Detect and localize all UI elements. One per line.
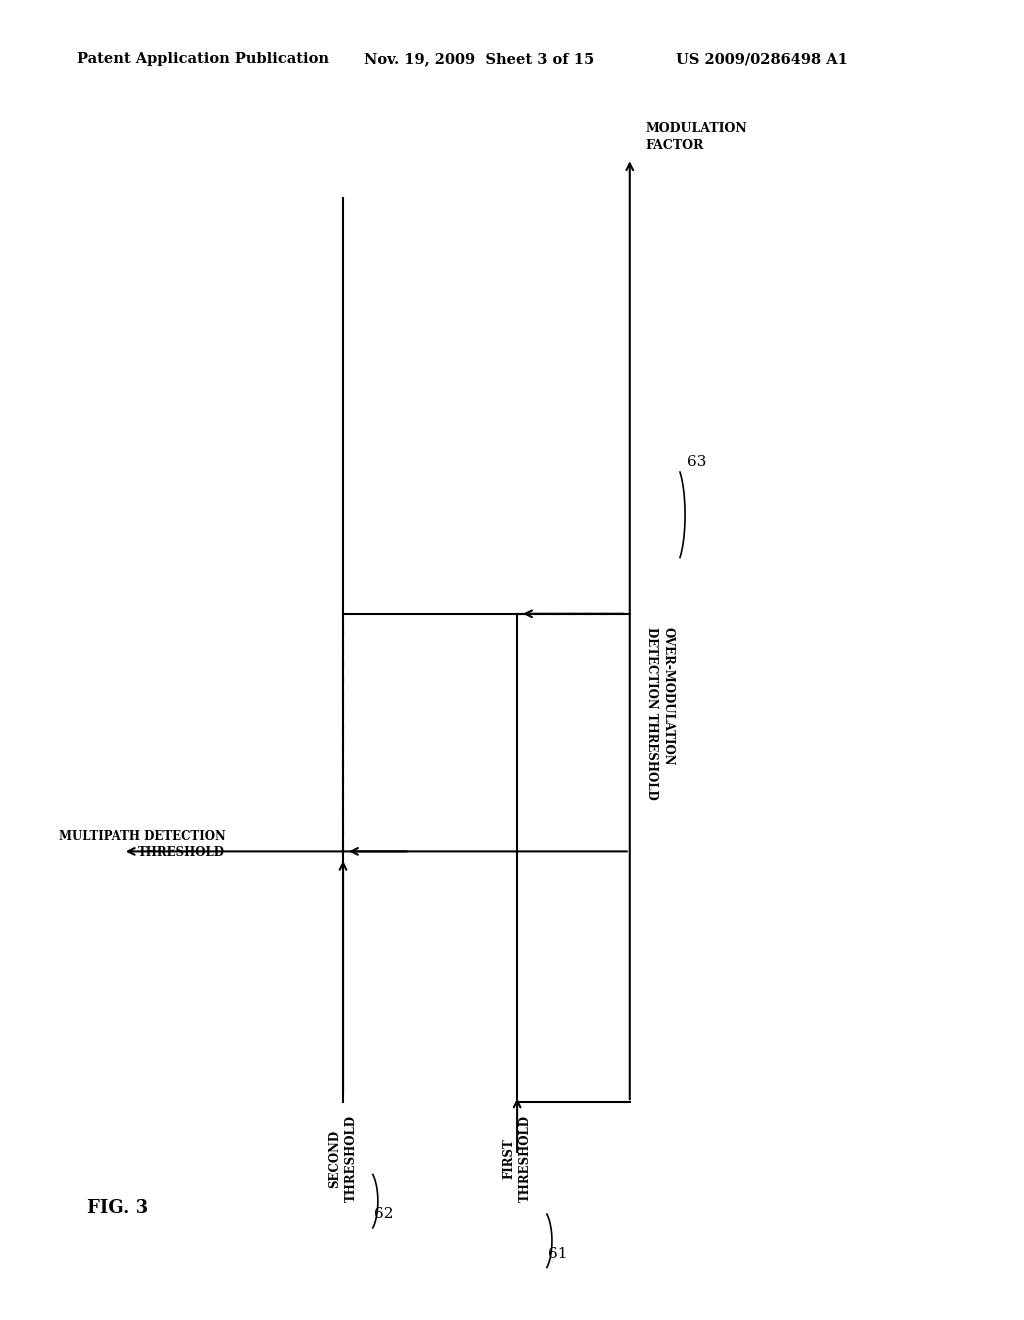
Text: Patent Application Publication: Patent Application Publication — [77, 53, 329, 66]
Text: MODULATION
FACTOR: MODULATION FACTOR — [645, 121, 746, 152]
Text: OVER-MODULATION
DETECTION THRESHOLD: OVER-MODULATION DETECTION THRESHOLD — [645, 627, 674, 800]
Text: FIRST
THRESHOLD: FIRST THRESHOLD — [503, 1115, 531, 1203]
Text: FIG. 3: FIG. 3 — [87, 1199, 148, 1217]
Text: 63: 63 — [687, 455, 706, 469]
Text: US 2009/0286498 A1: US 2009/0286498 A1 — [676, 53, 848, 66]
Text: SECOND
THRESHOLD: SECOND THRESHOLD — [329, 1115, 357, 1203]
Text: 61: 61 — [548, 1247, 567, 1261]
Text: Nov. 19, 2009  Sheet 3 of 15: Nov. 19, 2009 Sheet 3 of 15 — [364, 53, 594, 66]
Text: 62: 62 — [374, 1208, 393, 1221]
Text: MULTIPATH DETECTION
THRESHOLD: MULTIPATH DETECTION THRESHOLD — [58, 830, 225, 859]
